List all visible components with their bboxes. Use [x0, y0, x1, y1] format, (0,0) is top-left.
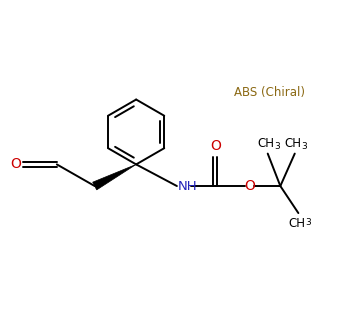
Text: NH: NH — [177, 180, 197, 192]
Text: CH: CH — [288, 217, 305, 230]
Text: 3: 3 — [305, 218, 311, 227]
Text: 3: 3 — [275, 142, 280, 151]
Text: CH: CH — [258, 137, 275, 150]
Text: CH: CH — [284, 137, 301, 150]
Text: O: O — [210, 139, 221, 153]
Text: O: O — [244, 179, 255, 193]
Text: ABS (Chiral): ABS (Chiral) — [234, 86, 305, 99]
Text: 3: 3 — [302, 142, 307, 151]
Polygon shape — [93, 164, 136, 190]
Text: O: O — [10, 157, 21, 171]
